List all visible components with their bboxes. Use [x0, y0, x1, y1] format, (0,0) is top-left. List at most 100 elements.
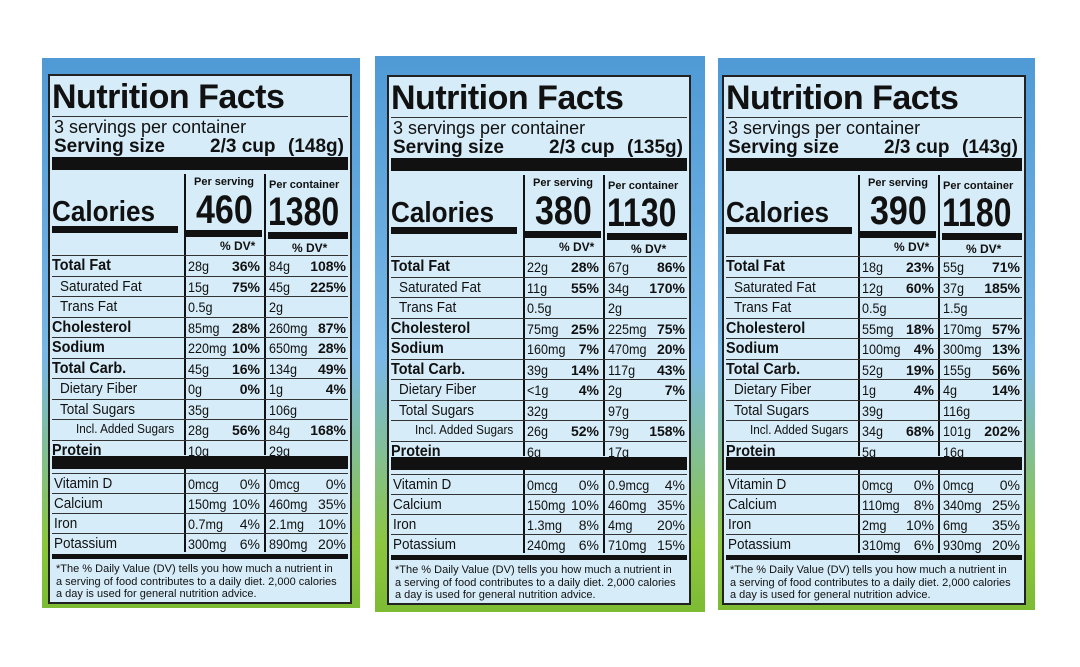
rule — [391, 420, 687, 421]
serving-dv: 6% — [239, 536, 260, 552]
footnote: *The % Daily Value (DV) tells you how mu… — [395, 564, 676, 601]
serving-dv: 55% — [570, 279, 599, 296]
rule — [858, 175, 860, 456]
serving-amount: 15g — [188, 278, 210, 295]
container-dv: 35% — [656, 497, 685, 513]
rule — [391, 227, 517, 234]
serving-dv: 16% — [231, 360, 260, 377]
nutrient-name: Potassium — [393, 536, 457, 553]
rule — [726, 474, 1022, 475]
container-dv: 14% — [991, 382, 1020, 398]
container-amount: 2g — [608, 382, 623, 398]
rule — [391, 494, 687, 495]
container-amount: 225mg — [608, 320, 647, 337]
calories-per-serving: 390 — [870, 189, 927, 233]
serving-dv: 6% — [578, 537, 599, 553]
serving-size-label: Serving size — [54, 136, 165, 157]
container-amount: 34g — [608, 279, 630, 296]
container-amount: 2g — [269, 299, 284, 315]
calories-per-container: 1180 — [942, 191, 1012, 235]
rule — [52, 226, 178, 233]
rule — [52, 473, 348, 474]
container-dv: 35% — [317, 496, 346, 512]
serving-amount: 39g — [862, 402, 884, 419]
nutrient-name: Vitamin D — [728, 476, 787, 493]
container-amount: 97g — [608, 402, 630, 419]
per-container-header: Per container — [269, 179, 340, 191]
calories-label: Calories — [726, 197, 830, 229]
nutrient-name: Incl. Added Sugars — [750, 422, 849, 437]
rule — [938, 469, 940, 553]
serving-amount: 220mg — [188, 340, 227, 356]
serving-dv: 7% — [578, 341, 599, 357]
nutrient-name: Cholesterol — [52, 318, 132, 336]
serving-dv: 4% — [913, 341, 934, 357]
title: Nutrition Facts — [391, 79, 624, 117]
container-dv: 43% — [656, 361, 685, 378]
rule — [523, 175, 525, 456]
nutrient-name: Total Sugars — [399, 401, 475, 419]
nutrient-name: Iron — [54, 515, 78, 532]
nutrient-name: Dietary Fiber — [734, 381, 812, 398]
per-serving-header: Per serving — [194, 176, 254, 188]
rule — [52, 378, 348, 379]
serving-amount: 240mg — [527, 537, 566, 553]
calories-label: Calories — [391, 197, 495, 229]
container-amount: 45g — [269, 278, 291, 295]
nutrient-name: Total Carb. — [726, 360, 801, 378]
title: Nutrition Facts — [52, 78, 285, 116]
nutrient-name: Protein — [391, 442, 441, 460]
servings: 3 servings per container — [393, 118, 586, 138]
per-container-header: Per container — [943, 180, 1014, 192]
container-dv: 168% — [310, 422, 346, 438]
nutrient-name: Vitamin D — [54, 475, 113, 492]
rule — [726, 358, 1022, 360]
serving-amount: 300mg — [188, 536, 227, 552]
serving-amount: 55mg — [862, 320, 894, 337]
container-amount: 0mcg — [269, 476, 300, 492]
serving-amount: 0.5g — [188, 299, 213, 315]
container-amount: 650mg — [269, 340, 308, 356]
serving-dv: 10% — [231, 340, 260, 356]
serving-dv: 0% — [239, 476, 260, 492]
rule — [52, 275, 348, 277]
rule — [942, 233, 1022, 240]
rule — [391, 534, 687, 535]
serving-dv: 0% — [578, 477, 599, 493]
serving-dv: 6% — [913, 537, 934, 553]
serving-dv: 36% — [231, 258, 260, 274]
rule — [726, 276, 1022, 278]
nutrient-name: Potassium — [54, 535, 118, 552]
container-amount: 16g — [943, 443, 965, 460]
container-dv: 0% — [325, 476, 346, 492]
nutrient-name: Total Carb. — [391, 360, 466, 378]
serving-dv: 10% — [570, 497, 599, 513]
container-amount: 170mg — [943, 320, 982, 337]
container-dv: 56% — [991, 361, 1020, 378]
serving-amount: 18g — [862, 259, 884, 275]
rule — [391, 256, 687, 257]
rule — [603, 469, 605, 553]
container-dv: 0% — [999, 477, 1020, 493]
serving-dv: 68% — [905, 423, 934, 439]
serving-amount: 0mcg — [527, 477, 558, 493]
rule — [938, 175, 940, 456]
rule — [52, 357, 348, 359]
per-serving-header: Per serving — [868, 177, 928, 189]
rule — [726, 227, 852, 234]
container-dv: 35% — [991, 517, 1020, 533]
container-dv: 86% — [656, 259, 685, 275]
nutrient-name: Dietary Fiber — [60, 380, 138, 397]
nutrient-name: Saturated Fat — [734, 278, 816, 296]
serving-dv: 56% — [231, 422, 260, 438]
label-panel: Nutrition Facts 3 servings per container S… — [718, 58, 1035, 610]
serving-dv: 60% — [905, 279, 934, 296]
container-amount: 340mg — [943, 497, 982, 513]
serving-amount: 0mcg — [188, 476, 219, 492]
nutrient-name: Total Carb. — [52, 359, 127, 377]
container-amount: 84g — [269, 422, 291, 438]
container-amount: 155g — [943, 361, 972, 378]
rule — [184, 174, 186, 455]
nutrient-name: Total Sugars — [60, 400, 136, 418]
rule — [52, 493, 348, 494]
